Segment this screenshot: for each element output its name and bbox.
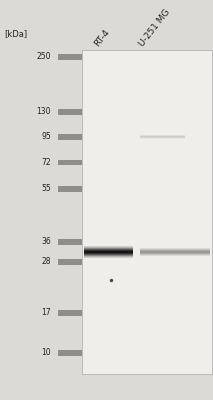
Text: 28: 28 — [42, 258, 51, 266]
Bar — [58, 259, 82, 265]
Text: 95: 95 — [41, 132, 51, 141]
Bar — [58, 160, 82, 165]
Text: 72: 72 — [42, 158, 51, 167]
Bar — [58, 134, 82, 140]
Bar — [58, 310, 82, 316]
Text: [kDa]: [kDa] — [4, 30, 27, 38]
Text: 17: 17 — [42, 308, 51, 317]
Text: RT-4: RT-4 — [93, 28, 112, 48]
Bar — [58, 186, 82, 192]
Bar — [58, 54, 82, 60]
Bar — [82, 50, 212, 374]
Text: 55: 55 — [41, 184, 51, 193]
Bar — [58, 109, 82, 115]
Text: 250: 250 — [37, 52, 51, 61]
Text: 130: 130 — [37, 108, 51, 116]
Text: 10: 10 — [42, 348, 51, 357]
Bar — [58, 239, 82, 245]
Bar — [58, 350, 82, 356]
Text: U-251 MG: U-251 MG — [138, 7, 172, 48]
Text: 36: 36 — [41, 238, 51, 246]
